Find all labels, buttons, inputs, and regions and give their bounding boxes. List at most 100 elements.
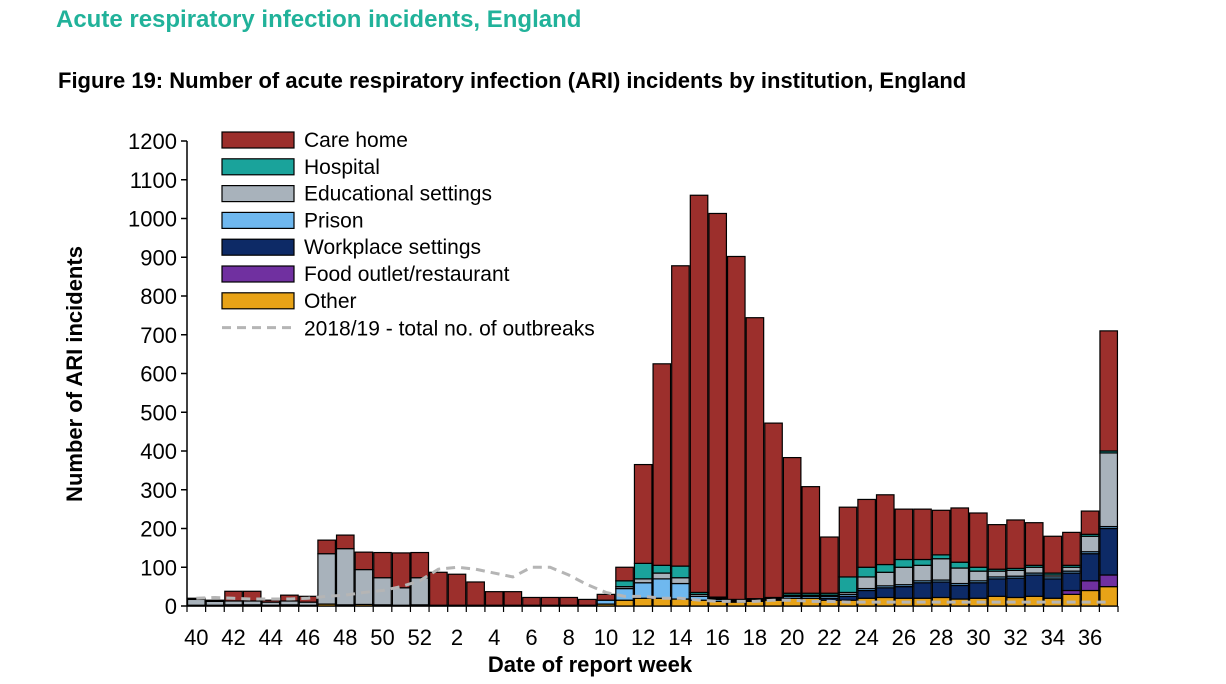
bar-segment-care-home — [577, 598, 597, 606]
bar-segment-care-home — [335, 534, 355, 550]
bar-segment-care-home — [875, 494, 895, 566]
bar-segment-care-home — [1099, 330, 1119, 452]
legend-swatch-workplace-settings — [221, 238, 295, 256]
x-tick-label: 36 — [1078, 625, 1102, 650]
bar-segment-care-home — [1080, 510, 1100, 535]
x-tick-label: 20 — [780, 625, 804, 650]
bar-segment-care-home — [373, 551, 392, 579]
bar-segment-educational-settings — [652, 572, 672, 580]
y-tick-label: 1100 — [130, 168, 177, 193]
x-tick-label: 18 — [743, 625, 767, 650]
legend-swatch-other — [221, 292, 295, 310]
bar-segment-care-home — [540, 596, 560, 606]
x-tick-label: 28 — [929, 625, 953, 650]
bar-segment-care-home — [764, 422, 783, 599]
bar-segment-care-home — [931, 509, 951, 556]
bar-segment-care-home — [1062, 531, 1081, 566]
x-tick-label: 34 — [1041, 625, 1065, 650]
bar-segment-prison — [671, 582, 690, 600]
bar-segment-care-home — [522, 596, 541, 606]
bar-segment-care-home — [838, 506, 858, 578]
bar-segment-other — [615, 599, 634, 607]
bar-segment-care-home — [968, 512, 988, 568]
legend-label-care-home: Care home — [304, 129, 408, 152]
x-tick-label: 10 — [594, 625, 618, 650]
x-axis: 40 42 44 46 48 50 52 2 4 6 8 10 12 14 16 18 20 22 24 26 28 30… — [184, 605, 1119, 650]
legend-label-prison: Prison — [304, 209, 364, 232]
bar-segment-workplace-settings — [1099, 527, 1119, 576]
bar-segment-educational-settings — [987, 570, 1007, 578]
y-tick-label: 1000 — [128, 207, 177, 232]
bar-segment-workplace-settings — [1024, 574, 1044, 597]
x-tick-label: 22 — [817, 625, 841, 650]
x-tick-label: 52 — [408, 625, 432, 650]
bar-segment-educational-settings — [913, 564, 932, 582]
figure-title: Figure 19: Number of acute respiratory i… — [58, 68, 967, 93]
bar-segment-care-home — [950, 507, 970, 563]
y-tick-label: 200 — [140, 517, 177, 542]
bar-segment-care-home — [894, 508, 914, 561]
bar-segment-care-home — [484, 591, 504, 606]
y-tick-label: 0 — [165, 594, 177, 619]
bar-segment-care-home — [1006, 519, 1025, 570]
section-title: Acute respiratory infection incidents, E… — [56, 6, 582, 33]
bar-segment-workplace-settings — [1080, 553, 1100, 582]
bar-segment-care-home — [559, 596, 579, 606]
x-tick-label: 4 — [488, 625, 500, 650]
legend: Care home Hospital Educational settings Pri… — [221, 129, 595, 341]
x-tick-label: 32 — [1003, 625, 1027, 650]
bar-segment-hospital — [857, 566, 876, 578]
bar-segment-care-home — [242, 590, 262, 602]
bar-segment-educational-settings — [186, 598, 206, 606]
y-tick-label: 400 — [140, 439, 177, 464]
x-tick-label: 12 — [631, 625, 655, 650]
x-tick-label: 46 — [296, 625, 320, 650]
bar-segment-care-home — [261, 599, 281, 603]
bar-segment-care-home — [317, 539, 337, 555]
bar-segment-care-home — [1024, 522, 1044, 566]
legend-label-educational-settings: Educational settings — [304, 183, 492, 206]
bar-segment-care-home — [987, 524, 1007, 570]
bar-segment-educational-settings — [950, 567, 970, 585]
bar-segment-food-outlet-restaurant — [1080, 580, 1100, 592]
bar-segment-educational-settings — [875, 571, 895, 587]
bar-segment-care-home — [503, 591, 523, 606]
bar-segment-educational-settings — [968, 570, 988, 582]
x-tick-label: 40 — [184, 625, 208, 650]
bar-segment-educational-settings — [894, 566, 914, 586]
y-tick-label: 500 — [140, 400, 177, 425]
bar-segment-care-home — [633, 463, 653, 564]
legend-swatch-hospital — [221, 158, 295, 176]
bar-segment-care-home — [745, 317, 765, 600]
bar-segment-educational-settings — [1099, 452, 1119, 528]
legend-swatch-educational-settings — [221, 185, 295, 203]
bar-segment-workplace-settings — [1043, 578, 1063, 599]
bar-segment-hospital — [652, 564, 672, 574]
bar-segment-care-home — [224, 590, 243, 602]
y-tick-label: 600 — [140, 362, 177, 387]
bar-segment-care-home — [708, 212, 728, 598]
legend-swatch-care-home — [221, 131, 295, 149]
bar-segment-hospital — [633, 562, 653, 580]
bar-segment-workplace-settings — [894, 586, 914, 599]
x-tick-label: 50 — [370, 625, 394, 650]
bar-segment-care-home — [466, 581, 485, 606]
bar-segment-hospital — [875, 563, 895, 573]
y-tick-label: 300 — [140, 478, 177, 503]
legend-label-other: Other — [304, 290, 357, 313]
bar-segment-other — [633, 597, 653, 607]
legend-label-hospital: Hospital — [304, 156, 380, 179]
bar-segment-workplace-settings — [857, 589, 876, 599]
bar-segment-care-home — [857, 498, 876, 568]
bar-segment-educational-settings — [931, 558, 951, 581]
x-tick-label: 14 — [668, 625, 692, 650]
bar-segment-other — [1080, 589, 1100, 607]
y-tick-label: 900 — [140, 245, 177, 270]
bar-segment-educational-settings — [391, 587, 411, 606]
y-tick-label: 700 — [140, 323, 177, 348]
legend-swatch-prison — [221, 211, 295, 229]
bar-segment-care-home — [671, 265, 690, 567]
legend-label-food-outlet-restaurant: Food outlet/restaurant — [304, 263, 510, 286]
x-tick-label: 48 — [333, 625, 357, 650]
bar-segment-workplace-settings — [1006, 577, 1025, 599]
